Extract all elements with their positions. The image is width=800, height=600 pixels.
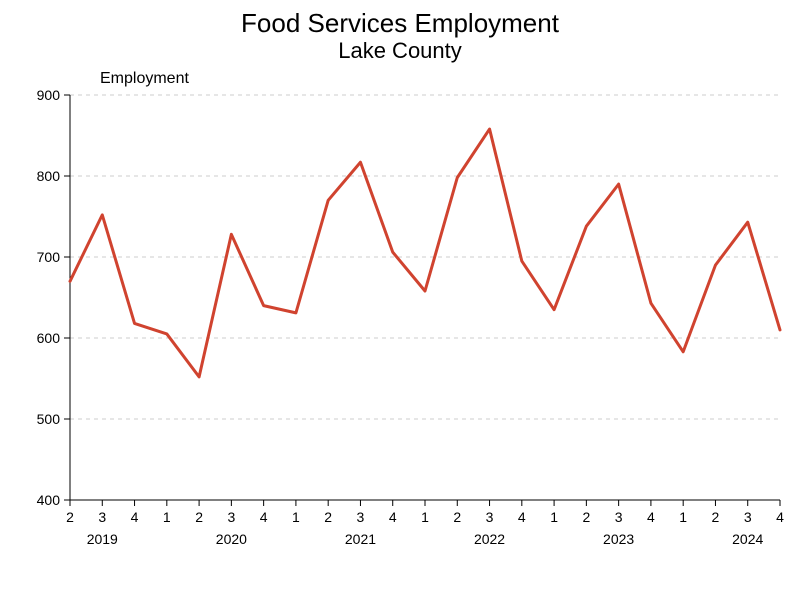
- chart-container: Food Services Employment Lake County 400…: [0, 0, 800, 600]
- x-quarter-label: 3: [357, 509, 365, 525]
- x-quarter-label: 4: [389, 509, 397, 525]
- x-quarter-label: 3: [227, 509, 235, 525]
- x-year-label: 2024: [732, 531, 763, 547]
- x-quarter-label: 2: [453, 509, 461, 525]
- x-quarter-label: 3: [744, 509, 752, 525]
- x-quarter-label: 2: [66, 509, 74, 525]
- x-quarter-label: 4: [776, 509, 784, 525]
- x-quarter-label: 1: [292, 509, 300, 525]
- x-year-label: 2020: [216, 531, 247, 547]
- x-year-label: 2021: [345, 531, 376, 547]
- x-quarter-label: 1: [679, 509, 687, 525]
- x-year-label: 2023: [603, 531, 634, 547]
- x-quarter-label: 3: [615, 509, 623, 525]
- employment-series-line: [70, 129, 780, 377]
- x-quarter-label: 2: [582, 509, 590, 525]
- x-year-label: 2019: [87, 531, 118, 547]
- y-axis-title: Employment: [100, 70, 189, 87]
- y-tick-label: 800: [37, 168, 61, 184]
- x-quarter-label: 4: [260, 509, 268, 525]
- x-year-label: 2022: [474, 531, 505, 547]
- x-quarter-label: 4: [518, 509, 526, 525]
- x-quarter-label: 1: [550, 509, 558, 525]
- y-tick-label: 700: [37, 249, 61, 265]
- y-tick-label: 900: [37, 87, 61, 103]
- x-quarter-label: 2: [195, 509, 203, 525]
- x-quarter-label: 3: [486, 509, 494, 525]
- y-tick-label: 500: [37, 411, 61, 427]
- x-quarter-label: 4: [647, 509, 655, 525]
- y-tick-label: 600: [37, 330, 61, 346]
- x-quarter-label: 2: [712, 509, 720, 525]
- y-tick-label: 400: [37, 492, 61, 508]
- x-quarter-label: 4: [131, 509, 139, 525]
- x-quarter-label: 2: [324, 509, 332, 525]
- x-quarter-label: 3: [98, 509, 106, 525]
- x-quarter-label: 1: [163, 509, 171, 525]
- chart-svg: 400 500 600 700 800 900 2 3 4 1 2 3 4 1 2 3 4 1 2 3 4 1 2 3 4 1 2 3…: [0, 0, 800, 600]
- x-quarter-label: 1: [421, 509, 429, 525]
